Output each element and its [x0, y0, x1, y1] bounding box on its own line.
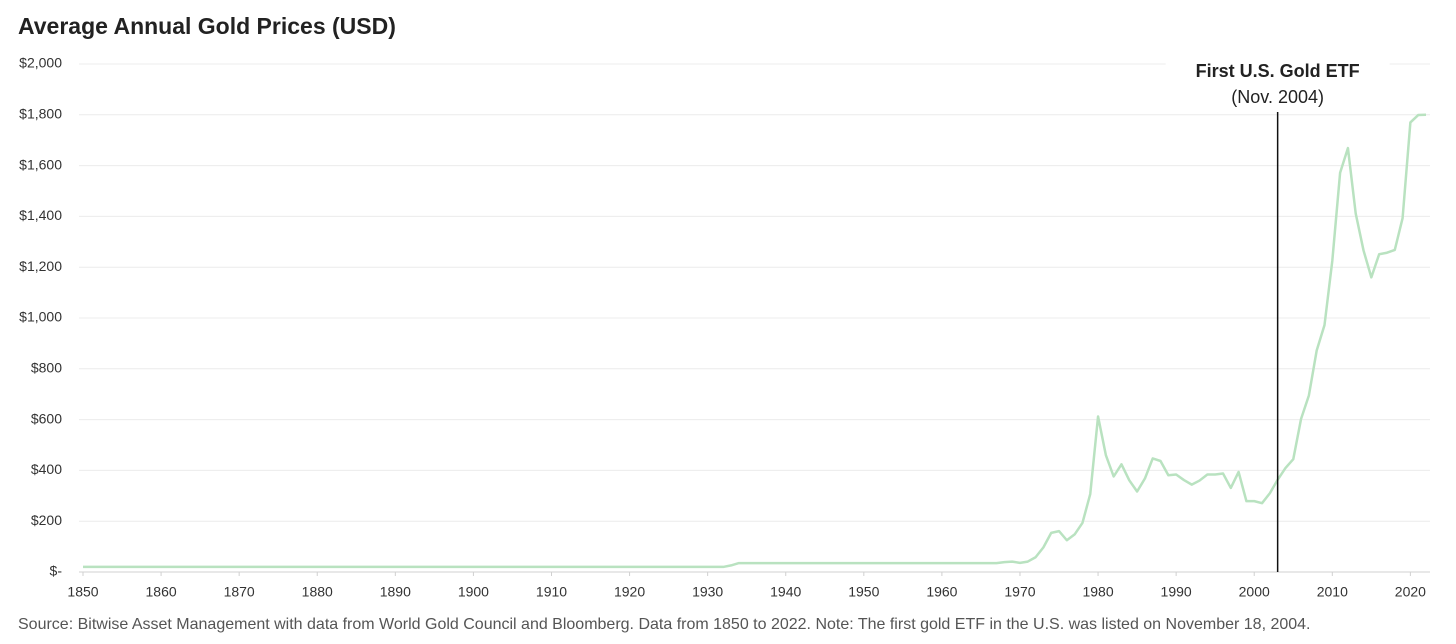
x-tick-label: 1850 [67, 584, 98, 600]
x-tick-label: 1960 [926, 584, 957, 600]
x-tick-label: 1870 [224, 584, 255, 600]
source-note: Source: Bitwise Asset Management with da… [18, 616, 1311, 633]
x-tick-label: 1900 [458, 584, 489, 600]
x-tick-label: 1940 [770, 584, 801, 600]
y-tick-label: $- [50, 563, 63, 579]
x-tick-label: 2000 [1239, 584, 1270, 600]
x-tick-label: 1990 [1161, 584, 1192, 600]
x-tick-label: 1860 [146, 584, 177, 600]
x-tick-label: 1930 [692, 584, 723, 600]
annotation-bg [1165, 58, 1390, 110]
x-tick-label: 1970 [1004, 584, 1035, 600]
x-tick-label: 1880 [302, 584, 333, 600]
x-tick-label: 2010 [1317, 584, 1348, 600]
x-tick-label: 2020 [1395, 584, 1426, 600]
y-tick-label: $1,200 [19, 258, 62, 274]
chart-title: Average Annual Gold Prices (USD) [18, 13, 396, 39]
y-tick-label: $1,000 [19, 309, 62, 325]
x-tick-label: 1920 [614, 584, 645, 600]
y-tick-label: $2,000 [19, 55, 62, 71]
x-tick-label: 1980 [1082, 584, 1113, 600]
y-tick-label: $1,400 [19, 207, 62, 223]
annotation-subtitle: (Nov. 2004) [1231, 87, 1324, 107]
y-tick-label: $400 [31, 461, 62, 477]
x-tick-label: 1910 [536, 584, 567, 600]
x-tick-label: 1950 [848, 584, 879, 600]
y-tick-label: $1,600 [19, 156, 62, 172]
price-line [83, 113, 1427, 569]
y-tick-label: $200 [31, 512, 62, 528]
y-tick-label: $800 [31, 360, 62, 376]
y-tick-label: $1,800 [19, 106, 62, 122]
y-tick-label: $600 [31, 410, 62, 426]
x-tick-label: 1890 [380, 584, 411, 600]
annotation-title: First U.S. Gold ETF [1196, 61, 1360, 81]
